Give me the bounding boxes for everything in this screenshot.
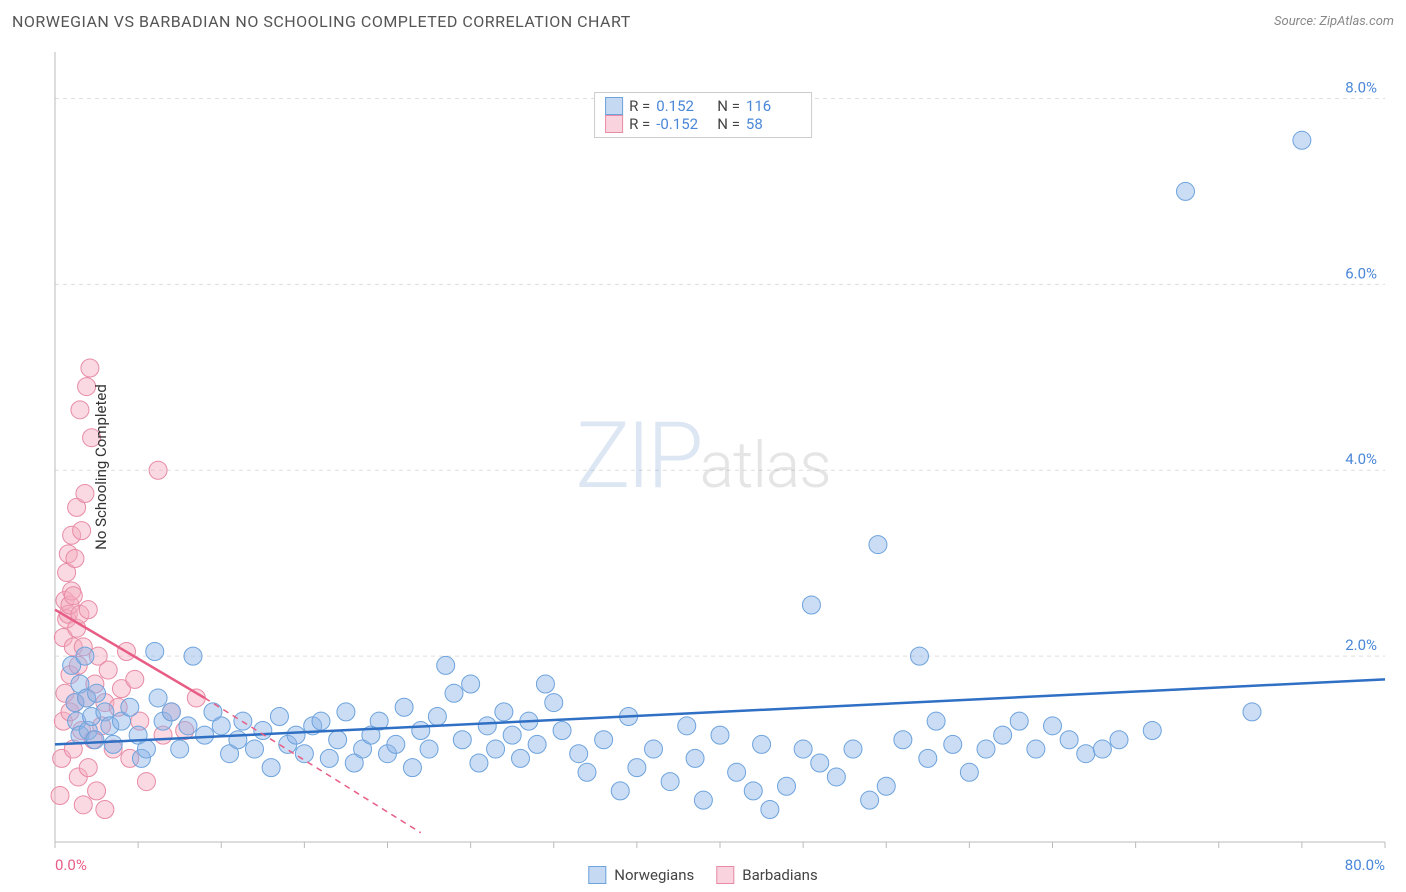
svg-text:0.0%: 0.0% <box>55 856 87 874</box>
svg-text:2.0%: 2.0% <box>1345 636 1377 654</box>
svg-text:6.0%: 6.0% <box>1345 264 1377 282</box>
svg-text:4.0%: 4.0% <box>1345 450 1377 468</box>
y-axis-label: No Schooling Completed <box>92 384 110 550</box>
r-value-1: 0.152 <box>656 97 711 115</box>
svg-text:8.0%: 8.0% <box>1345 78 1377 96</box>
header: NORWEGIAN VS BARBADIAN NO SCHOOLING COMP… <box>0 0 1406 42</box>
swatch-blue-icon <box>605 97 623 115</box>
legend-item-1: Norwegians <box>588 866 694 884</box>
chart-wrapper: ZIPatlas 2.0%4.0%6.0%8.0%0.0%80.0% R = 0… <box>0 42 1406 892</box>
chart-svg: 2.0% 4.0% 6.0% 8.0% 0.0% 80.0% <box>0 42 1406 892</box>
source-label: Source: ZipAtlas.com <box>1274 14 1394 29</box>
r-label-2: R = <box>629 115 650 133</box>
legend-item-2: Barbadians <box>716 866 817 884</box>
legend-label-1: Norwegians <box>614 866 694 884</box>
n-label-2: N = <box>717 115 740 133</box>
swatch-pink-icon <box>605 115 623 133</box>
n-value-1: 116 <box>746 97 801 115</box>
svg-text:80.0%: 80.0% <box>1345 856 1385 874</box>
legend-label-2: Barbadians <box>742 866 817 884</box>
chart-title: NORWEGIAN VS BARBADIAN NO SCHOOLING COMP… <box>12 12 631 31</box>
correlation-box: R = 0.152 N = 116 R = -0.152 N = 58 <box>594 92 812 138</box>
bottom-legend: Norwegians Barbadians <box>588 866 817 884</box>
n-label-1: N = <box>717 97 740 115</box>
n-value-2: 58 <box>746 115 801 133</box>
legend-swatch-blue-icon <box>588 866 606 884</box>
correlation-row-1: R = 0.152 N = 116 <box>605 97 801 115</box>
legend-swatch-pink-icon <box>716 866 734 884</box>
correlation-row-2: R = -0.152 N = 58 <box>605 115 801 133</box>
r-value-2: -0.152 <box>656 115 711 133</box>
r-label-1: R = <box>629 97 650 115</box>
